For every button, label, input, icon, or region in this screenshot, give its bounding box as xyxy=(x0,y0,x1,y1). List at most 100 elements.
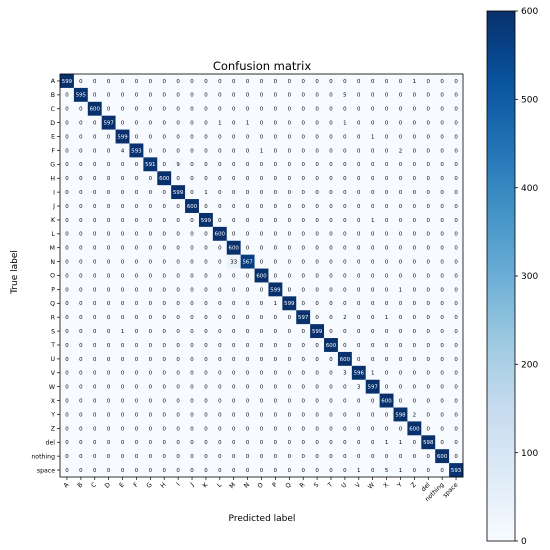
cell-value-W-C: 0 xyxy=(93,385,97,391)
heatmap-cell-G-I xyxy=(171,157,186,172)
heatmap-cell-E-M xyxy=(226,129,241,144)
heatmap-cell-S-nothing xyxy=(435,324,450,339)
cell-value-V-B: 0 xyxy=(79,371,83,377)
heatmap-cell-Z-C xyxy=(87,421,102,436)
cell-value-L-M: 0 xyxy=(232,232,236,238)
heatmap-cell-W-F xyxy=(129,379,144,394)
x-tick-label-E: E xyxy=(118,481,126,489)
cell-value-B-Y: 0 xyxy=(399,93,403,99)
heatmap-cell-S-H xyxy=(157,324,172,339)
heatmap-cell-S-C xyxy=(87,324,102,339)
heatmap-cell-del-E xyxy=(115,435,130,450)
cell-value-N-L: 0 xyxy=(218,260,222,266)
heatmap-cell-N-E xyxy=(115,254,130,269)
cell-value-I-O: 0 xyxy=(260,190,264,196)
heatmap-cell-E-L xyxy=(212,129,228,144)
cell-value-space-T: 0 xyxy=(329,468,333,474)
heatmap-cell-nothing-B xyxy=(73,449,89,464)
heatmap-cell-X-H xyxy=(157,393,172,408)
heatmap-cell-H-Q xyxy=(282,171,297,186)
cell-value-G-E: 0 xyxy=(121,162,125,168)
cell-value-O-L: 0 xyxy=(218,273,222,279)
cell-value-N-O: 0 xyxy=(260,260,264,266)
heatmap-cell-B-N xyxy=(240,87,255,103)
cell-value-F-T: 0 xyxy=(329,148,333,154)
heatmap-cell-C-W xyxy=(365,101,380,116)
heatmap-cell-K-Q xyxy=(282,212,297,228)
cell-value-R-A: 0 xyxy=(65,315,69,321)
cell-value-A-space: 0 xyxy=(454,79,458,85)
cell-value-T-space: 0 xyxy=(454,343,458,349)
cell-value-F-B: 0 xyxy=(79,148,83,154)
cell-value-V-L: 0 xyxy=(218,371,222,377)
heatmap-cell-P-K xyxy=(198,282,214,297)
cell-value-X-E: 0 xyxy=(121,398,125,404)
heatmap-cell-T-space xyxy=(449,338,464,353)
heatmap-cell-W-Z xyxy=(407,379,422,394)
heatmap-cell-B-U xyxy=(337,87,353,103)
heatmap-cell-S-J xyxy=(185,324,200,339)
cell-value-del-del: 598 xyxy=(423,440,434,446)
heatmap-cell-del-B xyxy=(73,435,89,450)
cell-value-B-I: 0 xyxy=(176,93,180,99)
heatmap-cell-E-del xyxy=(421,129,436,144)
heatmap-cell-U-del xyxy=(421,351,436,367)
heatmap-cell-W-Q xyxy=(282,379,297,394)
cell-value-C-space: 0 xyxy=(454,107,458,113)
cell-value-W-Z: 0 xyxy=(413,385,417,391)
cell-value-Y-H: 0 xyxy=(163,412,167,418)
cell-value-I-Q: 0 xyxy=(288,190,292,196)
heatmap-cell-K-I xyxy=(171,212,186,228)
heatmap-cell-B-K xyxy=(198,87,214,103)
cell-value-U-S: 0 xyxy=(315,357,319,363)
heatmap-cell-nothing-A xyxy=(60,449,75,464)
heatmap-cell-space-L xyxy=(212,463,228,478)
heatmap-cell-Y-X xyxy=(379,407,394,422)
cell-value-nothing-W: 0 xyxy=(371,454,375,460)
cell-value-I-N: 0 xyxy=(246,190,250,196)
y-tick-label-X: X xyxy=(51,398,56,405)
heatmap-cell-T-Y xyxy=(393,338,408,353)
heatmap-cell-C-space xyxy=(449,101,464,116)
heatmap-cell-X-M xyxy=(226,393,241,408)
cell-value-V-space: 0 xyxy=(454,371,458,377)
heatmap-cell-V-A xyxy=(60,365,75,381)
heatmap-cell-P-F xyxy=(129,282,144,297)
heatmap-cell-H-K xyxy=(198,171,214,186)
cell-value-Z-E: 0 xyxy=(121,426,125,432)
heatmap-cell-V-Y xyxy=(393,365,408,381)
cell-value-nothing-R: 0 xyxy=(301,454,305,460)
cell-value-X-G: 0 xyxy=(149,398,153,404)
heatmap-cell-F-H xyxy=(157,143,172,158)
heatmap-cell-H-nothing xyxy=(435,171,450,186)
heatmap-cell-F-E xyxy=(115,143,130,158)
cell-value-H-V: 0 xyxy=(357,176,361,182)
cell-value-W-B: 0 xyxy=(79,385,83,391)
heatmap-cell-O-P xyxy=(268,268,283,283)
heatmap-cell-X-P xyxy=(268,393,283,408)
cell-value-F-A: 0 xyxy=(65,148,69,154)
heatmap-cell-W-M xyxy=(226,379,241,394)
cell-value-D-R: 0 xyxy=(301,121,305,127)
heatmap-cell-E-S xyxy=(310,129,325,144)
heatmap-cell-J-J xyxy=(185,199,200,214)
cell-value-J-G: 0 xyxy=(149,204,153,210)
cell-value-K-O: 0 xyxy=(260,218,264,224)
heatmap-cell-D-U xyxy=(337,115,353,130)
cell-value-Y-space: 0 xyxy=(454,412,458,418)
heatmap-cell-F-M xyxy=(226,143,241,158)
cell-value-J-O: 0 xyxy=(260,204,264,210)
heatmap-cell-F-L xyxy=(212,143,228,158)
cell-value-N-del: 0 xyxy=(427,260,431,266)
heatmap-cell-Z-O xyxy=(254,421,269,436)
x-tick-label-V: V xyxy=(354,481,362,489)
cell-value-U-Q: 0 xyxy=(288,357,292,363)
heatmap-cell-Q-O xyxy=(254,296,269,311)
cell-value-J-R: 0 xyxy=(301,204,305,210)
heatmap-cell-O-X xyxy=(379,268,394,283)
cell-value-B-E: 0 xyxy=(121,93,125,99)
y-tick-label-nothing: nothing xyxy=(31,453,55,460)
heatmap-cell-C-nothing xyxy=(435,101,450,116)
heatmap-cell-C-Y xyxy=(393,101,408,116)
y-tick-label-G: G xyxy=(50,162,55,169)
